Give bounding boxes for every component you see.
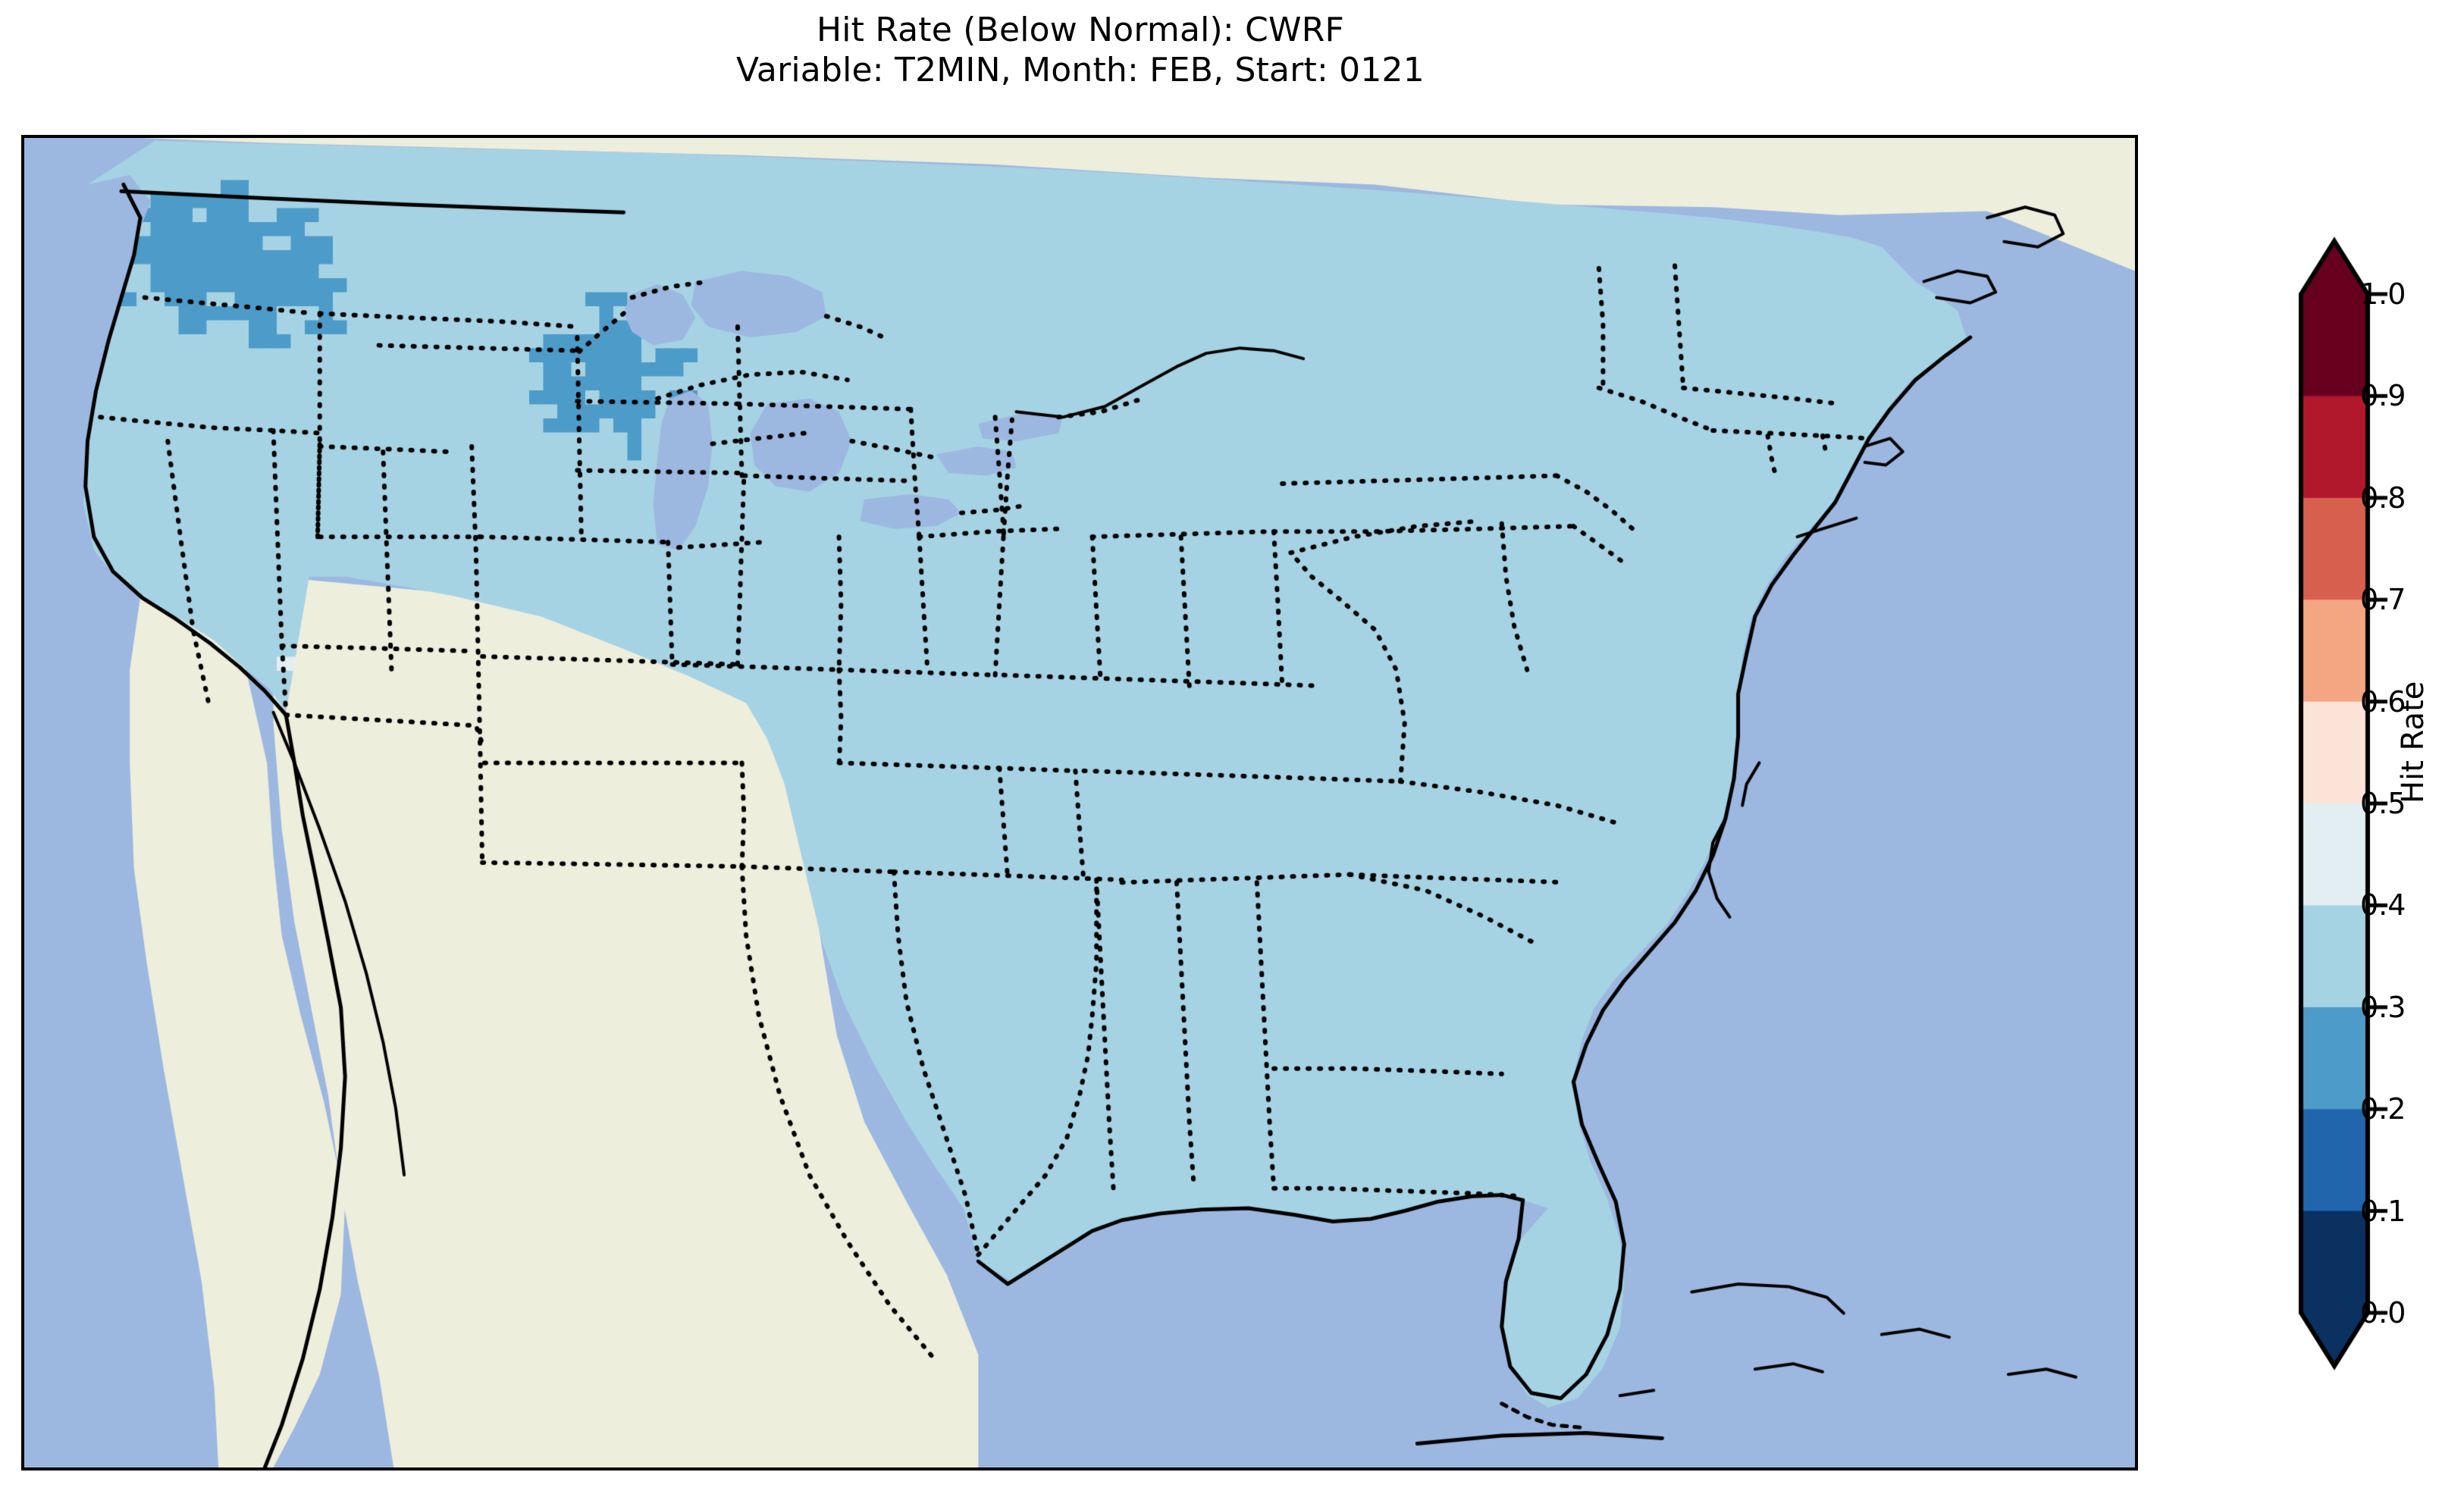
colorbar-tick-0-7: 0.7 [2360,583,2406,617]
colorbar-tick-0-5: 0.5 [2360,787,2406,820]
figure-title: Hit Rate (Below Normal): CWRF Variable: … [0,11,2161,91]
colorbar: 1.0 0.9 0.8 0.7 0.6 0.5 0.4 0.3 0.2 0.1 0.0 [2263,235,2460,1372]
hit-rate-heatmap [24,138,2135,1467]
map-axes [21,135,2138,1471]
colorbar-tick-1-0: 1.0 [2360,277,2406,311]
colorbar-tick-0-0: 0.0 [2360,1296,2406,1330]
title-line-secondary: Variable: T2MIN, Month: FEB, Start: 0121 [736,50,1425,89]
colorbar-tick-labels: 1.0 0.9 0.8 0.7 0.6 0.5 0.4 0.3 0.2 0.1 0.0 [2263,235,2460,1372]
colorbar-gradient [2263,235,2460,1372]
colorbar-tick-0-1: 0.1 [2360,1194,2406,1228]
colorbar-tick-0-2: 0.2 [2360,1092,2406,1126]
title-line-primary: Hit Rate (Below Normal): CWRF [816,11,1345,49]
colorbar-tick-0-8: 0.8 [2360,481,2406,515]
colorbar-tick-0-6: 0.6 [2360,684,2406,719]
colorbar-tick-0-9: 0.9 [2360,379,2406,413]
colorbar-axis-label: Hit Rate [2396,681,2431,803]
colorbar-tick-0-3: 0.3 [2360,990,2406,1024]
colorbar-tick-0-4: 0.4 [2360,888,2406,922]
